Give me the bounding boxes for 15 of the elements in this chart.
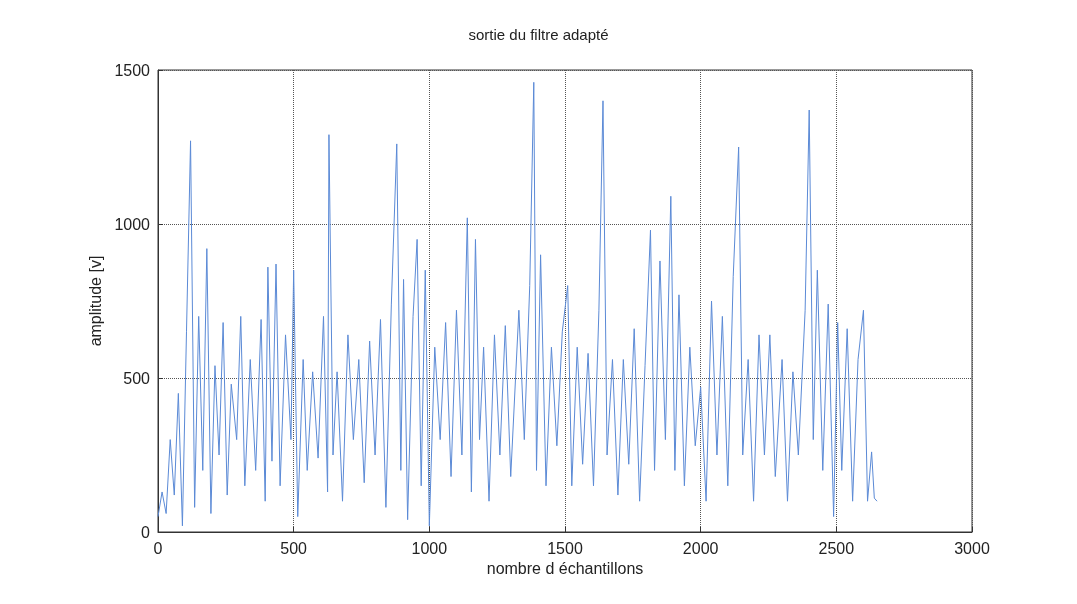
- y-tick-label: 1000: [114, 215, 151, 233]
- y-tick-label: 0: [141, 523, 151, 541]
- x-tick-label: 500: [280, 539, 308, 557]
- y-axis-title: amplitude [v]: [86, 255, 104, 347]
- y-tick-label: 1500: [114, 61, 151, 79]
- x-tick-label: 1500: [547, 539, 583, 557]
- x-axis-title: nombre d échantillons: [486, 560, 644, 578]
- x-tick-label: 1000: [411, 539, 448, 557]
- x-tick-label: 2500: [818, 539, 855, 557]
- y-tick-label: 500: [123, 369, 151, 387]
- line-series: [157, 81, 878, 527]
- x-tick-label: 0: [153, 539, 163, 557]
- x-tick-label: 2000: [682, 539, 719, 557]
- x-tick-label: 3000: [954, 539, 990, 557]
- chart-title: sortie du filtre adapté: [468, 26, 609, 43]
